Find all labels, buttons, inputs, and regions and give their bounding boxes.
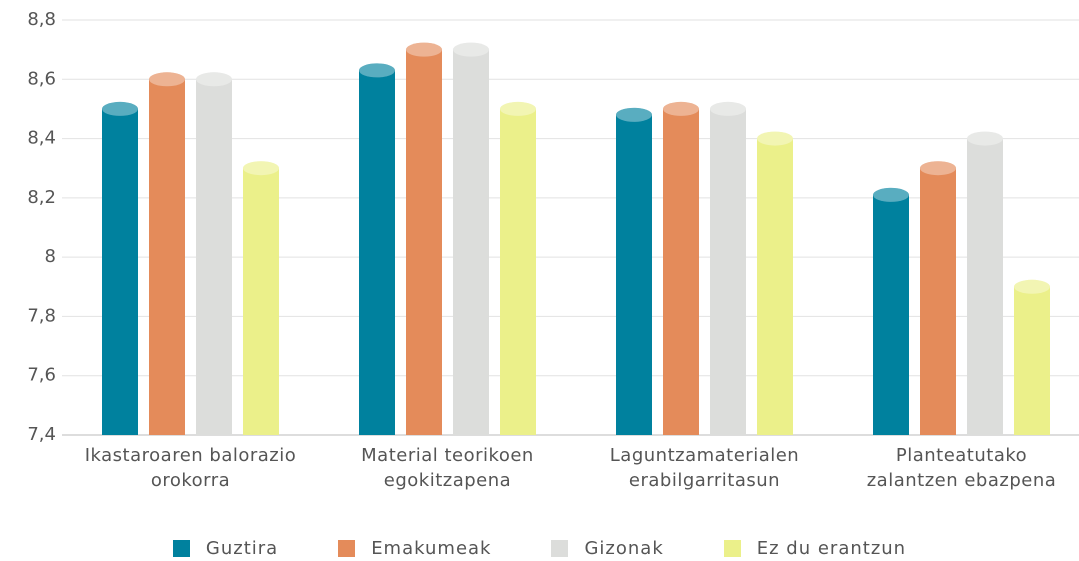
bar-cap: [967, 131, 1003, 146]
bar-cap-light: [710, 101, 746, 116]
bar-body: [1014, 286, 1050, 435]
bar: [616, 107, 652, 435]
x-tick-label: Laguntzamaterialen erabilgarritasun: [609, 445, 800, 491]
x-tick-label: Material teorikoen egokitzapena: [361, 445, 534, 491]
legend-label: Gizonak: [584, 538, 664, 559]
bar-cap-light: [102, 101, 138, 116]
x-tick-label: Ikastaroaren balorazio orokorra: [84, 445, 297, 491]
bar-cap: [243, 161, 279, 176]
bar-cap-light: [453, 42, 489, 57]
bar-cap: [1014, 279, 1050, 294]
legend-item: Gizonak: [551, 538, 663, 559]
bar-body: [406, 49, 442, 436]
bar-body: [967, 138, 1003, 436]
legend: Guztira Emakumeak Gizonak Ez du erantzun: [0, 538, 1079, 559]
bar-body: [500, 108, 536, 435]
bar-body: [663, 108, 699, 435]
bar: [500, 101, 536, 435]
bar-cap: [757, 131, 793, 146]
bar-cap: [710, 101, 746, 116]
bar-cap-light: [920, 161, 956, 176]
y-tick-label: 8: [45, 246, 56, 267]
bar-cap: [149, 72, 185, 87]
y-tick-label: 7,4: [27, 424, 56, 445]
y-tick-label: 7,8: [27, 305, 56, 326]
bar-cap-light: [663, 101, 699, 116]
legend-item: Emakumeak: [338, 538, 491, 559]
bar: [196, 72, 232, 436]
bar-cap: [920, 161, 956, 176]
bar-cap-light: [1014, 279, 1050, 294]
bar: [920, 161, 956, 435]
bar-body: [149, 79, 185, 436]
bar: [757, 131, 793, 436]
bar: [453, 42, 489, 436]
y-tick-label: 8,4: [27, 128, 56, 149]
bar-body: [710, 108, 746, 435]
bar-cap: [359, 63, 395, 78]
bar: [406, 42, 442, 436]
bar-body: [453, 49, 489, 436]
bar-cap: [196, 72, 232, 87]
bar: [243, 161, 279, 435]
bar-cap-light: [243, 161, 279, 176]
bar-cap-light: [149, 72, 185, 87]
legend-label: Ez du erantzun: [756, 538, 907, 559]
bar: [967, 131, 1003, 436]
bar-cap: [500, 101, 536, 116]
bar-body: [243, 168, 279, 435]
bar-body: [757, 138, 793, 436]
bar-cap: [873, 187, 909, 202]
y-tick-label: 8,8: [27, 9, 56, 30]
bar: [873, 187, 909, 435]
legend-label: Guztira: [205, 538, 279, 559]
bar-body: [873, 194, 909, 435]
bar-body: [102, 108, 138, 435]
y-tick-label: 7,6: [27, 365, 56, 386]
y-tick-label: 8,6: [27, 68, 56, 89]
bar-body: [359, 70, 395, 436]
bar-cap-light: [500, 101, 536, 116]
legend-item: Guztira: [172, 538, 279, 559]
legend-swatch: [723, 540, 741, 557]
bar-cap-light: [616, 107, 652, 122]
legend-item: Ez du erantzun: [723, 538, 907, 559]
bar: [663, 101, 699, 435]
bar-cap-light: [873, 187, 909, 202]
bar: [359, 63, 395, 436]
legend-label: Emakumeak: [371, 538, 492, 559]
bar-body: [616, 114, 652, 435]
bar: [149, 72, 185, 436]
bar-cap-light: [406, 42, 442, 57]
y-tick-label: 8,2: [27, 187, 56, 208]
x-tick-label: Planteatutako zalantzen ebazpena: [866, 445, 1057, 491]
bar-cap: [663, 101, 699, 116]
bar-body: [920, 168, 956, 435]
bar: [102, 101, 138, 435]
bar-cap: [102, 101, 138, 116]
bar-cap: [616, 107, 652, 122]
bar: [1014, 279, 1050, 435]
bar: [710, 101, 746, 435]
legend-swatch: [551, 540, 569, 557]
legend-swatch: [172, 540, 190, 557]
bar-cap-light: [196, 72, 232, 87]
legend-swatch: [338, 540, 356, 557]
bar-cap: [453, 42, 489, 57]
bar-cap-light: [967, 131, 1003, 146]
bar-cap: [406, 42, 442, 57]
bar-body: [196, 79, 232, 436]
bar-cap-light: [757, 131, 793, 146]
bar-cap-light: [359, 63, 395, 78]
